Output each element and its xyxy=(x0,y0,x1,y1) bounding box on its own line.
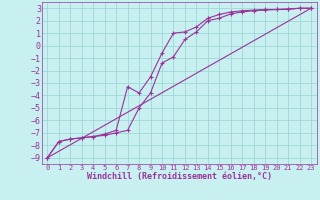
X-axis label: Windchill (Refroidissement éolien,°C): Windchill (Refroidissement éolien,°C) xyxy=(87,172,272,181)
